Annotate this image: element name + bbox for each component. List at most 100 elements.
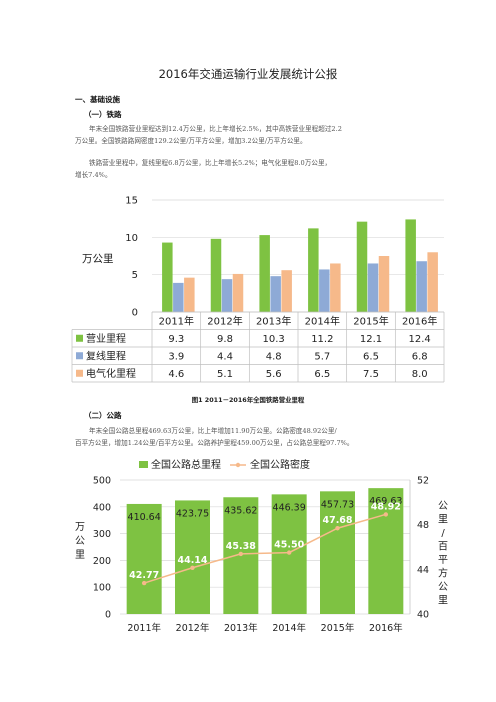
chart2-y2-tick-label: 44 [417, 565, 429, 576]
chart1-bar [259, 235, 270, 312]
chart2-bar [126, 503, 162, 614]
chart2-bar-data-label: 435.62 [224, 505, 257, 516]
chart1-bar [281, 270, 292, 312]
chart2-density-point [383, 512, 389, 517]
chart1-bar [184, 277, 195, 312]
chart2-y2-axis-label-char: / [441, 528, 445, 539]
chart2-bar-data-label: 423.75 [176, 508, 209, 519]
chart2-category-label: 2011年 [127, 622, 161, 634]
chart2-y-tick-label: 300 [93, 529, 111, 540]
railway-paragraph-line1: 年末全国铁路营业里程达到12.4万公里，比上年增长2.5%，其中高铁营业里程超过… [89, 125, 342, 133]
chart2-legend-swatch-bar [139, 461, 148, 468]
chart2-density-point [190, 565, 195, 570]
chart1-data-label: 12.4 [409, 334, 431, 345]
chart1-bar [427, 252, 438, 312]
chart2-y-axis-label-char: 万 [75, 522, 85, 533]
chart2-legend-label: 全国公路总里程 [151, 458, 221, 471]
chart2-y2-axis-label-char: 百 [438, 541, 448, 553]
chart2-bar-data-label: 469.63 [369, 496, 402, 507]
chart1-y-tick-label: 0 [132, 308, 138, 319]
chart2-bar [368, 488, 404, 614]
chart1-data-label: 5.1 [217, 369, 233, 380]
chart1-legend-label: 电气化里程 [86, 367, 136, 380]
chart1-bar [270, 276, 281, 312]
chart2-bar-data-label: 457.73 [321, 499, 354, 510]
chart1-data-label: 4.8 [266, 352, 282, 363]
chart1-bar [210, 238, 222, 312]
railway-paragraph-line2: 万公里。全国铁路路网密度129.2公里/万平方公里，增加3.2公里/万平方公里。 [75, 137, 307, 145]
chart2-density-data-label: 47.68 [322, 515, 352, 526]
chart1-data-label: 11.2 [311, 334, 333, 345]
chart1-data-label: 9.3 [168, 334, 184, 345]
chart2-density-data-label: 48.92 [371, 501, 401, 512]
chart1-y-axis-label: 万公里 [82, 253, 114, 265]
chart1-data-label: 9.8 [217, 334, 233, 345]
chart2-bar-data-label: 446.39 [273, 502, 306, 513]
chart2-category-label: 2015年 [321, 622, 355, 634]
chart2-bar [175, 500, 210, 614]
chart1-legend-label: 营业里程 [86, 332, 126, 345]
chart1-bar [356, 221, 368, 312]
chart2-density-data-label: 45.38 [226, 541, 256, 552]
chart2-y2-tick-label: 40 [417, 610, 429, 621]
chart2-y-axis-label-char: 公 [75, 536, 85, 547]
chart2-y2-axis-label-char: 里 [438, 595, 448, 607]
chart2-y2-axis-label-char: 方 [438, 567, 448, 580]
chart2-legend-swatch-marker [235, 462, 241, 468]
chart2-density-point [335, 526, 340, 531]
chart2-density-point [238, 551, 244, 557]
chart2-y2-axis-label-char: 公 [438, 501, 448, 512]
chart1-bar [367, 263, 379, 312]
chart1-bar [378, 256, 390, 312]
chart1-legend-swatch [76, 334, 83, 342]
chart2-y-tick-label: 0 [105, 610, 111, 621]
chart1-data-label: 4.4 [217, 352, 233, 363]
chart2-y-tick-label: 500 [93, 476, 111, 487]
chart2-category-label: 2014年 [272, 622, 306, 634]
chart1-legend-swatch [76, 369, 83, 377]
chart2-density-data-label: 45.50 [274, 540, 304, 551]
chart2-y2-axis-label-char: 公 [438, 582, 448, 593]
chart1-y-tick-label: 15 [125, 196, 138, 207]
chart1-bar [405, 219, 416, 312]
chart1-category-label: 2015年 [353, 315, 388, 328]
chart1-category-label: 2011年 [159, 315, 194, 328]
chart1-category-label: 2012年 [207, 315, 242, 328]
chart1-data-label: 6.5 [314, 369, 330, 380]
chart2-category-label: 2016年 [369, 622, 403, 634]
railway-paragraph2-line2: 增长7.4%。 [75, 171, 112, 179]
figure1-caption: 图1 2011－2016年全国铁路营业里程 [191, 396, 305, 404]
chart1-bar [330, 263, 341, 312]
chart1-bar [221, 279, 233, 312]
chart2-category-label: 2012年 [176, 622, 210, 634]
chart2-y2-axis-label-char: 平 [438, 555, 448, 566]
highway-paragraph-line1: 年末全国公路总里程469.63万公里，比上年增加11.90万公里。公路密度48.… [89, 427, 337, 435]
chart1-data-label: 8.0 [412, 369, 428, 380]
chart1-data-label: 6.5 [363, 352, 379, 363]
chart1-legend-swatch [76, 352, 83, 360]
chart1-bar [162, 242, 173, 312]
chart1-data-label: 7.5 [363, 369, 379, 380]
chart1-y-tick-label: 5 [132, 270, 138, 281]
chart2-density-line [143, 513, 387, 584]
chart2-y-tick-label: 200 [93, 556, 111, 567]
chart1-data-label: 3.9 [168, 352, 184, 363]
chart1-bar [319, 269, 330, 312]
document-title: 2016年交通运输行业发展统计公报 [158, 67, 338, 81]
subsection-heading-railway: （一）铁路 [84, 110, 122, 119]
chart1-category-label: 2016年 [402, 315, 437, 328]
section-heading-infrastructure: 一、基础设施 [75, 95, 120, 104]
chart2-y-tick-label: 100 [93, 583, 111, 594]
chart2-density-point [286, 550, 292, 555]
chart1-data-label: 4.6 [168, 369, 184, 380]
chart1-bar [416, 261, 427, 312]
chart2-y-tick-label: 400 [93, 502, 111, 513]
chart1-legend-label: 复线里程 [86, 350, 126, 363]
chart1-data-label: 5.7 [314, 352, 330, 363]
chart1-bar [232, 273, 244, 312]
chart1-data-label: 6.8 [412, 352, 428, 363]
chart1-data-label: 5.6 [266, 369, 282, 380]
chart1-category-label: 2014年 [305, 315, 340, 328]
chart2-y2-tick-label: 52 [417, 476, 429, 487]
